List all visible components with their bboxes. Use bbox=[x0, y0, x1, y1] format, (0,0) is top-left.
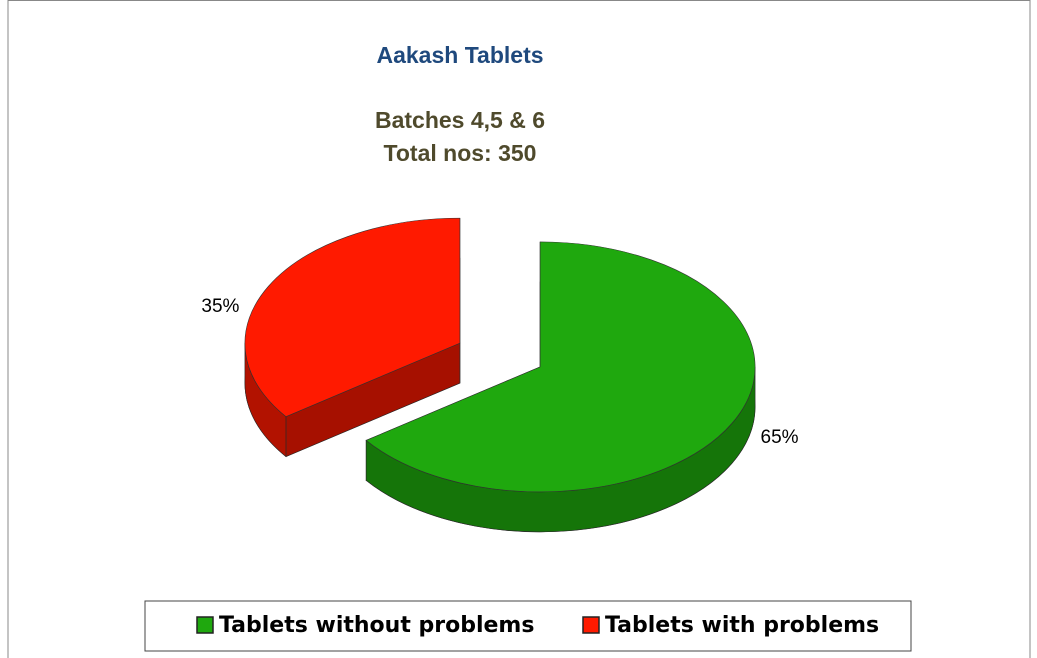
legend-swatch bbox=[582, 616, 600, 634]
data-label: 65% bbox=[761, 427, 799, 448]
legend-label: Tablets with problems bbox=[605, 613, 879, 638]
slice bbox=[365, 241, 756, 493]
legend-label: Tablets without problems bbox=[219, 613, 534, 638]
legend-box bbox=[144, 600, 912, 652]
chart-border bbox=[7, 0, 1031, 658]
slice-wall-shade bbox=[285, 343, 460, 457]
data-label: 35% bbox=[201, 296, 239, 317]
chart-subtitle: Total nos: 350 bbox=[384, 140, 537, 166]
slice-rim-shade bbox=[366, 366, 756, 532]
slice bbox=[244, 217, 461, 417]
legend-swatch bbox=[196, 616, 214, 634]
slice-rim-shade bbox=[244, 343, 286, 457]
chart-title: Aakash Tablets bbox=[376, 42, 543, 68]
chart-subtitle: Batches 4,5 & 6 bbox=[375, 107, 545, 133]
